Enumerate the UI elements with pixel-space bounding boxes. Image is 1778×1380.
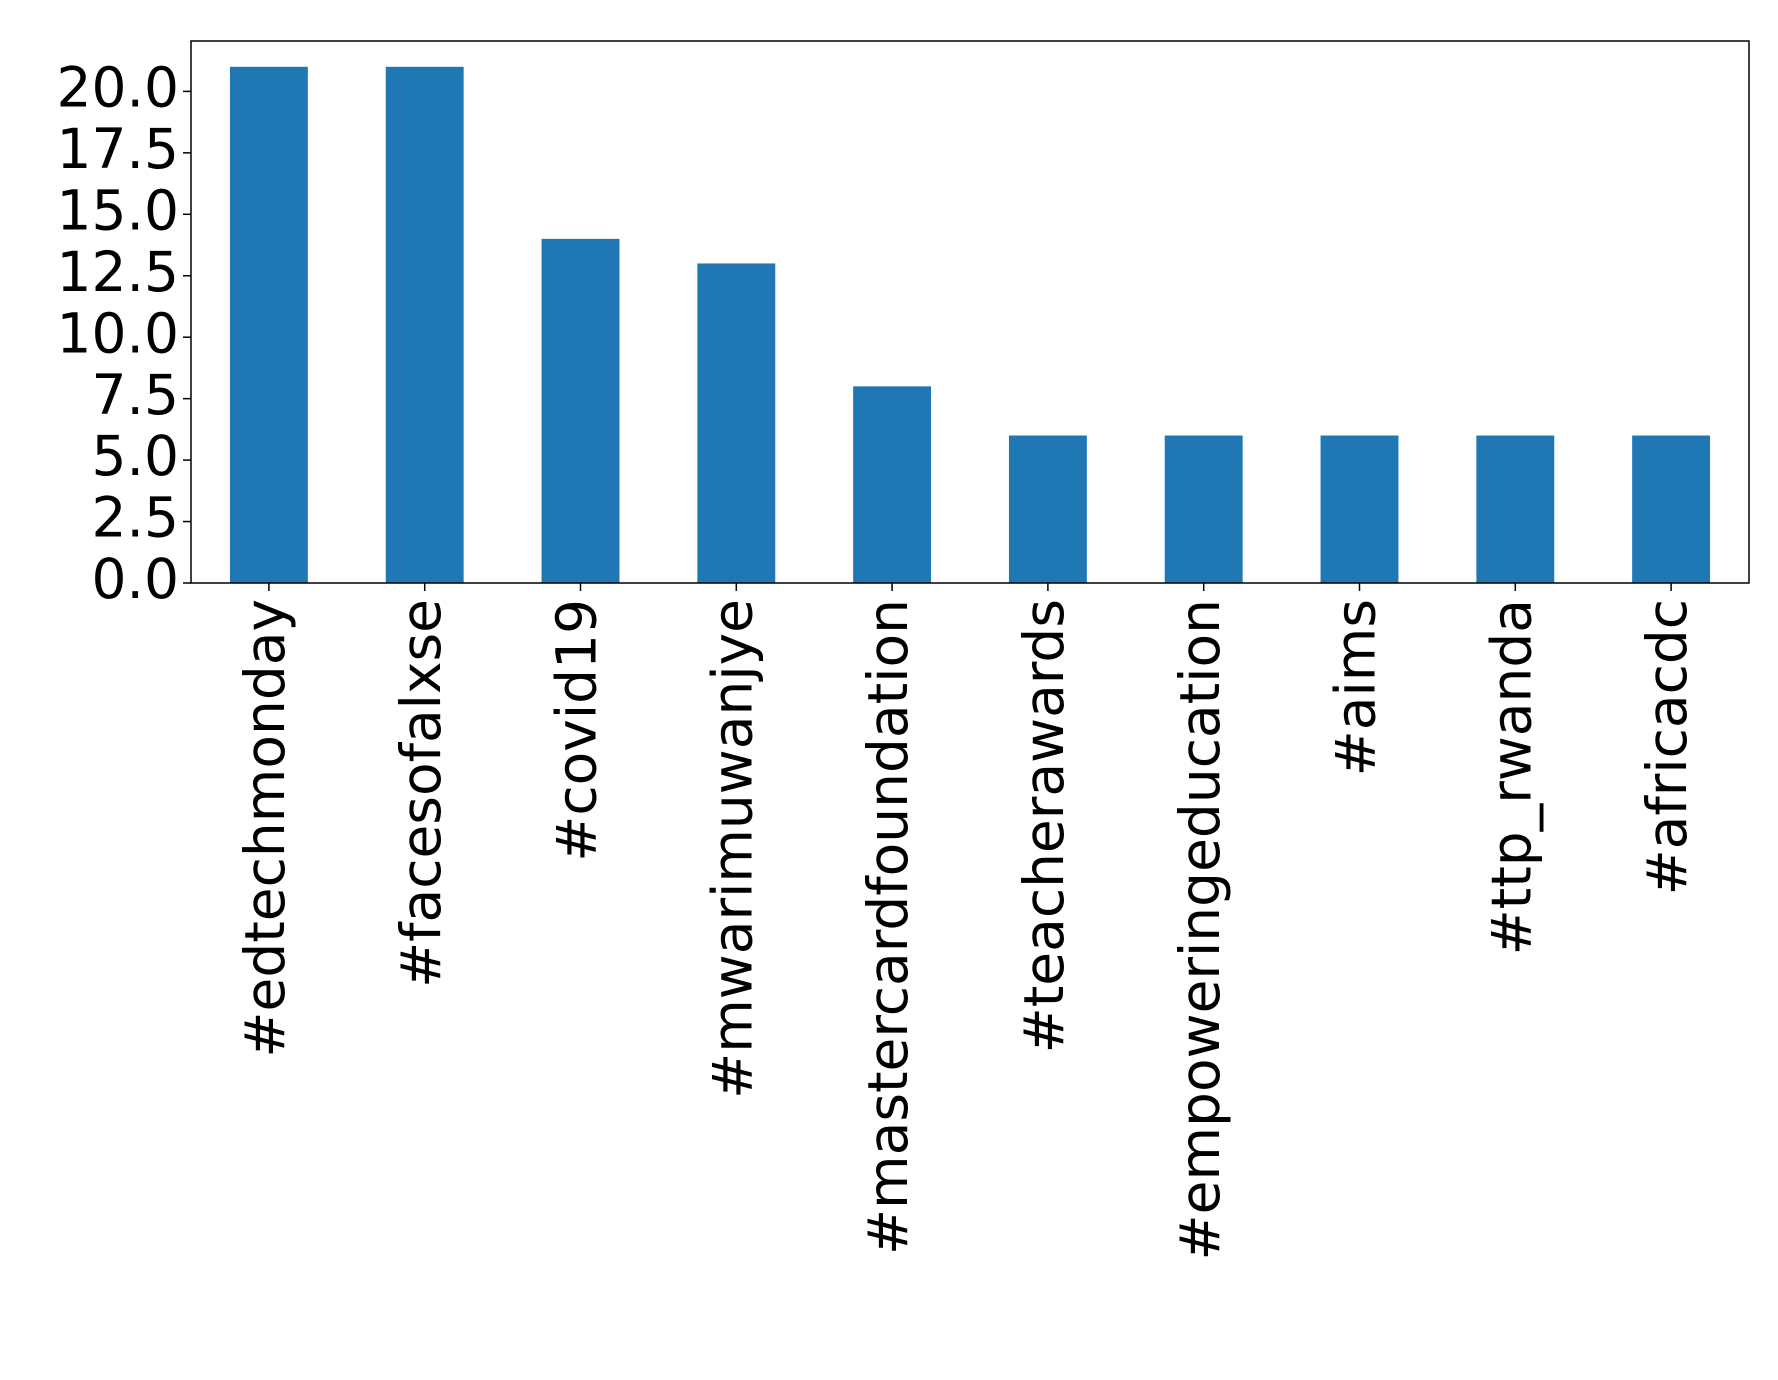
x-tick-label: #ttp_rwanda	[1479, 599, 1543, 955]
x-tick-label: #edtechmonday	[233, 599, 297, 1058]
y-tick-label: 12.5	[57, 240, 179, 304]
bar	[385, 66, 464, 584]
y-tick-label: 5.0	[92, 424, 179, 488]
y-tick-label: 2.5	[92, 486, 179, 550]
x-tick-label: #empoweringeducation	[1168, 599, 1232, 1260]
bar	[1320, 435, 1399, 583]
x-tick-label: #mwarimuwanjye	[700, 599, 764, 1099]
y-tick-label: 17.5	[57, 117, 179, 181]
y-tick-label: 7.5	[92, 363, 179, 427]
x-tick-label: #aims	[1324, 599, 1388, 776]
y-tick-label: 0.0	[92, 547, 179, 611]
bar	[229, 66, 308, 584]
bar	[1164, 435, 1243, 583]
bar	[1008, 435, 1087, 583]
bar	[541, 238, 620, 583]
x-tick-label: #mastercardfoundation	[856, 599, 920, 1255]
x-tick-label: #covid19	[545, 599, 609, 862]
plot-frame	[190, 40, 1750, 584]
x-tick-label: #facesofalxse	[389, 599, 453, 988]
y-tick-label: 15.0	[57, 178, 179, 242]
x-tick-label: #africacdc	[1635, 599, 1699, 895]
bar	[697, 263, 776, 583]
y-tick-label: 10.0	[57, 301, 179, 365]
bar	[853, 386, 932, 583]
x-tick-label: #teacherawards	[1012, 599, 1076, 1053]
y-tick-label: 20.0	[57, 56, 179, 120]
bar	[1632, 435, 1711, 583]
bar	[1476, 435, 1555, 583]
